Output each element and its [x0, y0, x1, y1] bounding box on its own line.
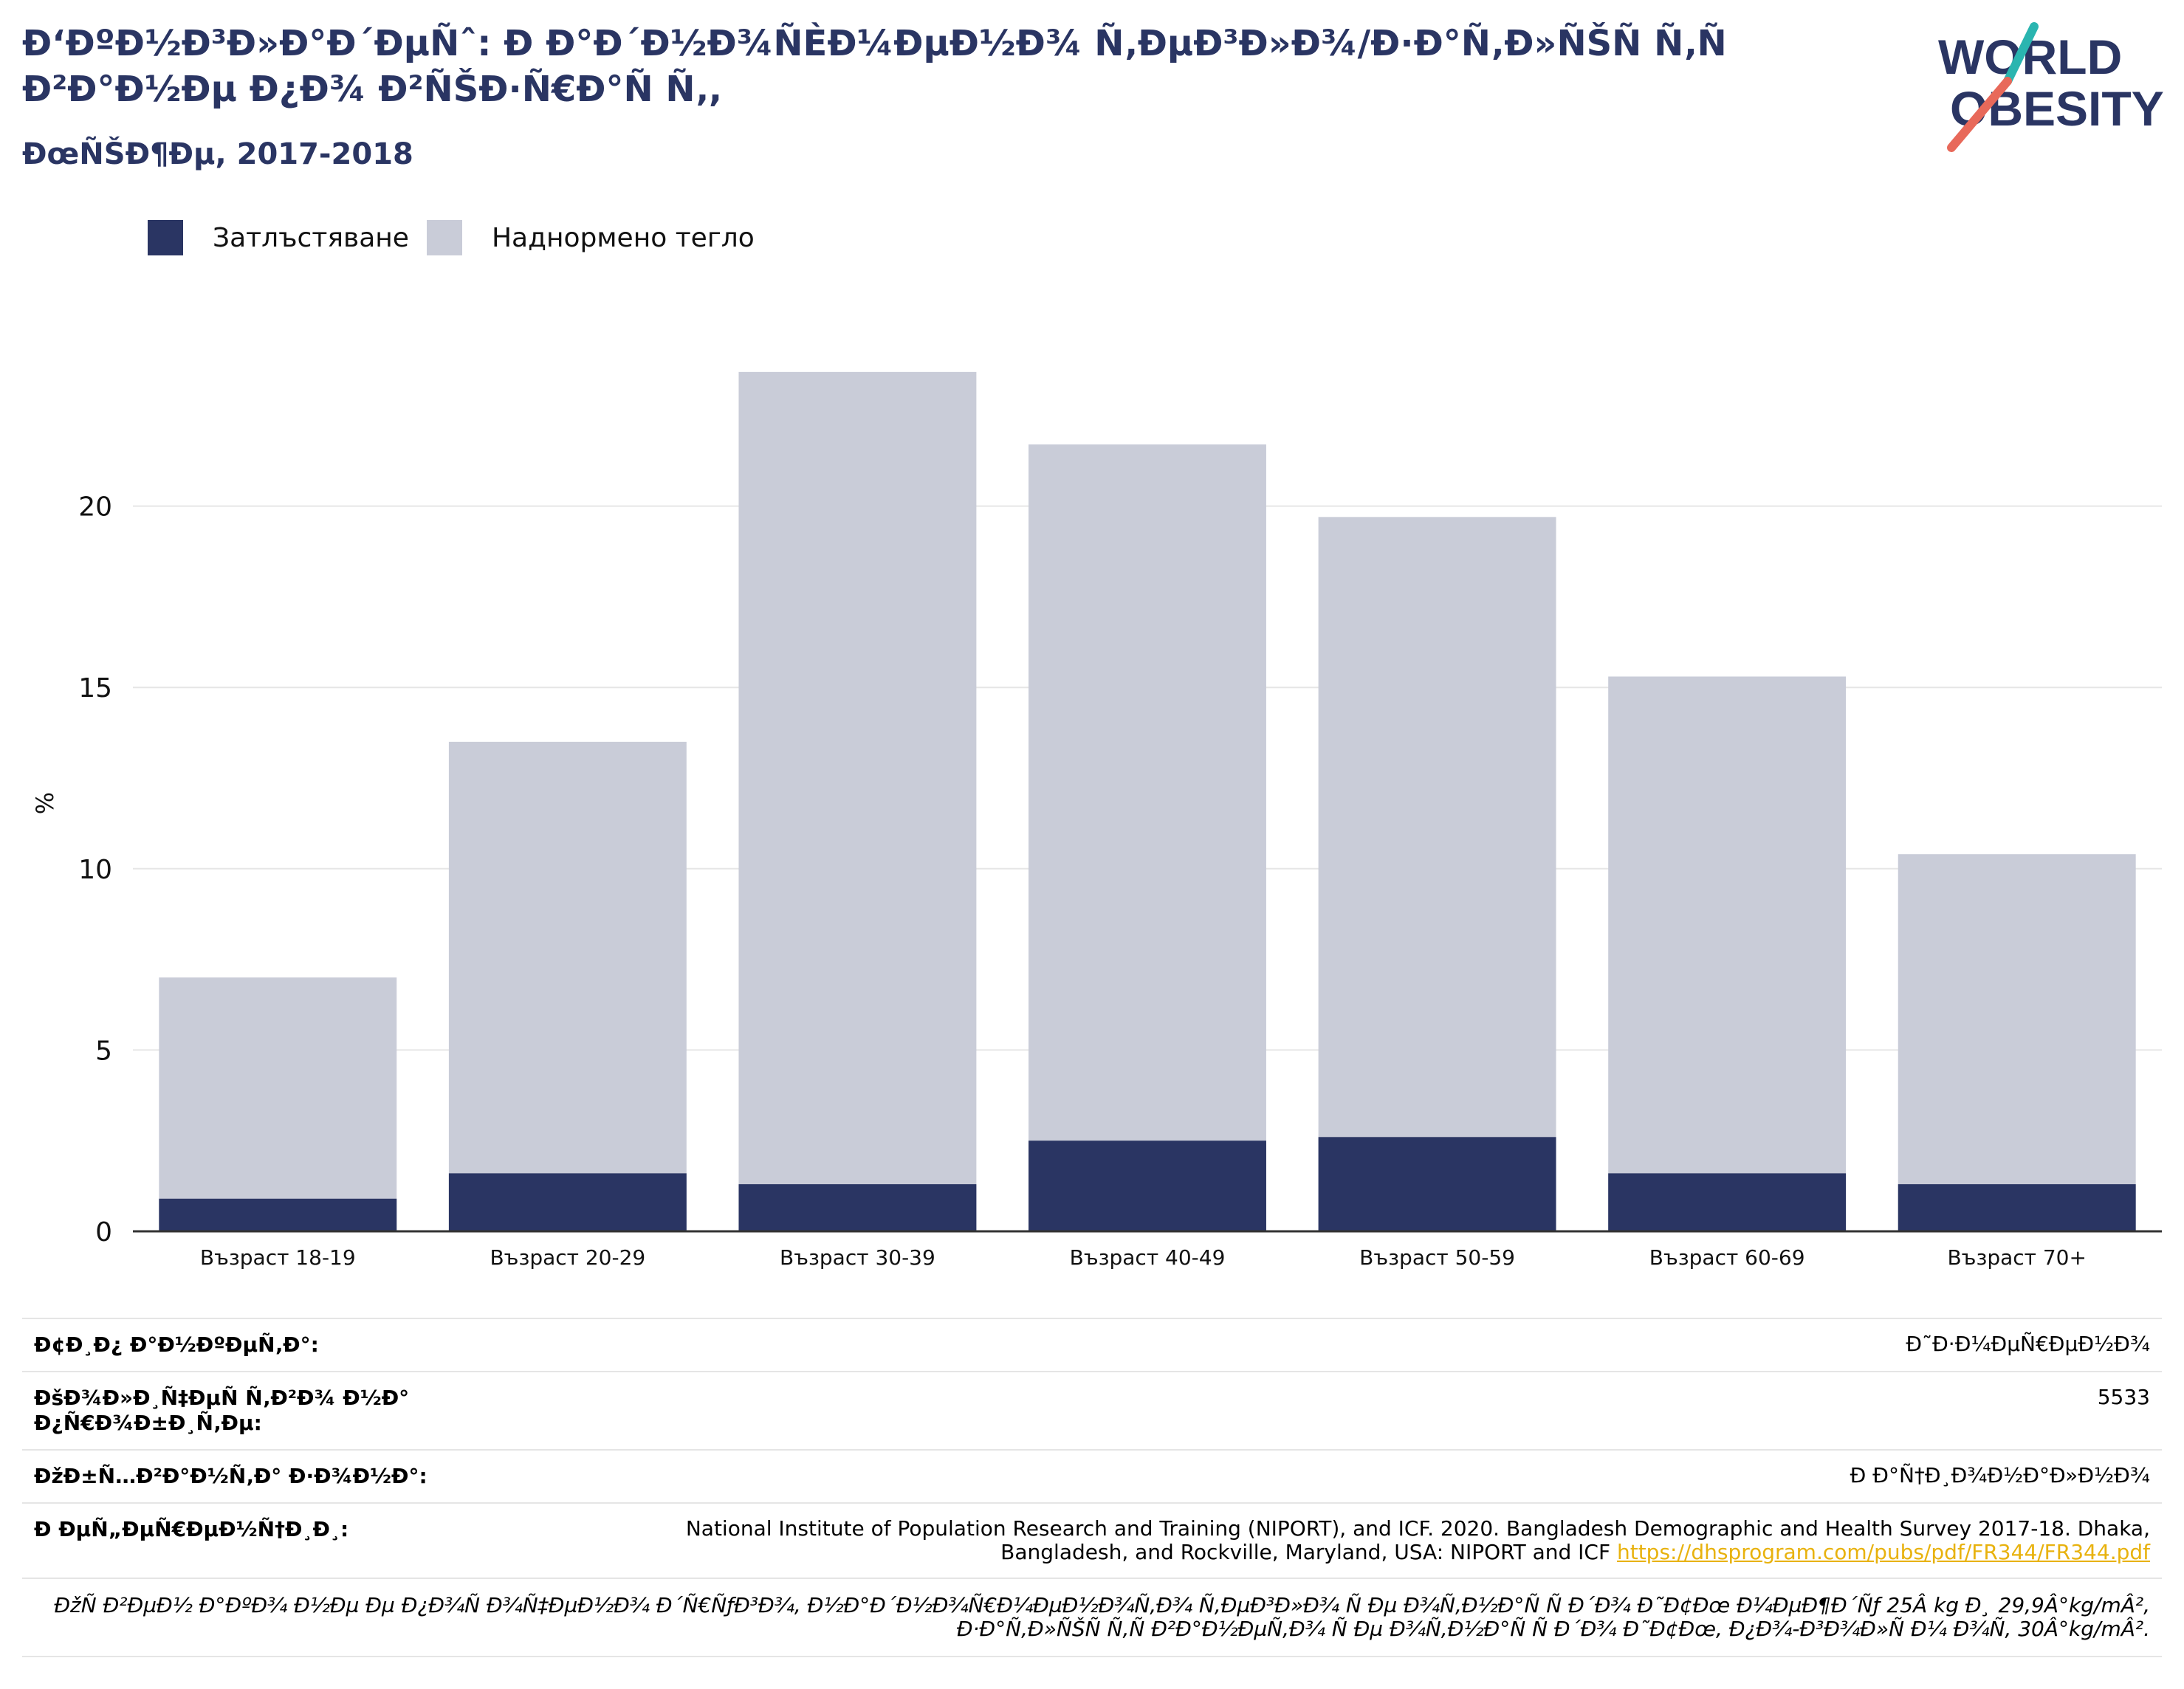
info-row-sample-size: ÐšÐ¾Ð»Ð¸Ñ‡ÐµÑ Ñ‚Ð²Ð¾ Ð½Ð° Ð¿Ñ€Ð¾Ð±Ð¸Ñ‚Ðµ… — [22, 1371, 2162, 1449]
bar-chart: 0 5 10 15 20% Възраст 18-19 Възраст 20-29 Възра… — [31, 371, 2162, 1270]
x-tick-label: Възраст 50-59 — [1359, 1245, 1515, 1270]
info-key: Ð¢Ð¸Ð¿ Ð°Ð½ÐºÐµÑ‚Ð°: — [34, 1332, 319, 1357]
info-key: ÐšÐ¾Ð»Ð¸Ñ‡ÐµÑ Ñ‚Ð²Ð¾ Ð½Ð° Ð¿Ñ€Ð¾Ð±Ð¸Ñ‚Ðµ… — [34, 1386, 410, 1435]
chart-title: Ð‘ÐºÐ½Ð³Ð»Ð°Ð´ÐµÑˆ: Ð Ð°Ð´Ð½Ð¾ÑЀÐ¼ÐµÐ½Ð¾… — [22, 23, 1727, 110]
y-tick-label: 10 — [78, 855, 112, 885]
bar-overweight — [1318, 517, 1556, 1231]
y-tick-label: 15 — [78, 673, 112, 704]
legend-label-overweight: Наднормено тегло — [491, 222, 755, 253]
x-tick-label: Възраст 20-29 — [490, 1245, 645, 1270]
bar-obesity — [1608, 1173, 1847, 1231]
bar-obesity — [1029, 1141, 1266, 1231]
bar-obesity — [738, 1184, 977, 1231]
bar-obesity — [1318, 1137, 1556, 1231]
survey-info-table: Ð¢Ð¸Ð¿ Ð°Ð½ÐºÐµÑ‚Ð°: Ð˜Ð·Ð¼ÐµÑ€ÐµÐ½Ð¾ Ðš… — [22, 1318, 2162, 1657]
info-value: Ð˜Ð·Ð¼ÐµÑ€ÐµÐ½Ð¾ — [1906, 1332, 2150, 1356]
x-tick-label: Възраст 18-19 — [200, 1245, 356, 1270]
chart-subtitle: ÐœÑŠÐ¶Ðµ, 2017-2018 — [22, 137, 413, 171]
footnote: ÐžÑ Ð²ÐµÐ½ Ð°ÐºÐ¾ Ð½Ðµ Ðµ Ð¿Ð¾Ñ Ð¾Ñ‡ÐµÐ½… — [22, 1578, 2162, 1657]
legend-label-obesity: Затлъстяване — [213, 222, 409, 253]
bar-overweight — [159, 977, 397, 1231]
x-tick-label: Възраст 70+ — [1947, 1245, 2087, 1270]
y-axis-label: % — [31, 792, 59, 814]
legend-swatch-overweight — [426, 220, 462, 255]
bar-overweight — [1029, 444, 1266, 1232]
logo-coral-stroke — [1947, 77, 2012, 152]
info-row-coverage: ÐžÐ±Ñ…Ð²Ð°Ð½Ñ‚Ð° Ð·Ð¾Ð½Ð°: Ð Ð°Ñ†Ð¸Ð¾Ð½Ð… — [22, 1449, 2162, 1502]
bar-overweight — [738, 371, 977, 1232]
bar-obesity — [159, 1198, 397, 1231]
bar-overweight — [1608, 676, 1847, 1231]
info-row-survey-type: Ð¢Ð¸Ð¿ Ð°Ð½ÐºÐµÑ‚Ð°: Ð˜Ð·Ð¼ÐµÑ€ÐµÐ½Ð¾ — [22, 1318, 2162, 1371]
y-tick-label: 20 — [78, 492, 112, 523]
info-key: ÐžÐ±Ñ…Ð²Ð°Ð½Ñ‚Ð° Ð·Ð¾Ð½Ð°: — [34, 1464, 427, 1488]
legend-swatch-obesity — [148, 220, 183, 255]
legend-item-overweight[interactable]: Наднормено тегло — [426, 220, 755, 255]
y-tick-label: 5 — [95, 1036, 112, 1066]
y-tick-label: 0 — [95, 1217, 112, 1248]
logo-teal-stroke — [2003, 22, 2039, 86]
info-value: 5533 — [2097, 1385, 2150, 1409]
legend: Затлъстяване Наднормено тегло — [148, 219, 772, 257]
info-value: National Institute of Population Researc… — [563, 1517, 2150, 1564]
bar-overweight — [448, 741, 687, 1231]
bar-obesity — [1898, 1184, 2136, 1231]
bar-obesity — [448, 1173, 687, 1231]
reference-text: National Institute of Population Researc… — [685, 1516, 2150, 1564]
info-value: Ð Ð°Ñ†Ð¸Ð¾Ð½Ð°Ð»Ð½Ð¾ — [1850, 1463, 2150, 1487]
x-tick-label: Възраст 60-69 — [1649, 1245, 1805, 1270]
reference-link[interactable]: https://dhsprogram.com/pubs/pdf/FR344/FR… — [1616, 1540, 2150, 1564]
x-tick-label: Възраст 30-39 — [780, 1245, 935, 1270]
legend-item-obesity[interactable]: Затлъстяване — [148, 220, 409, 255]
x-tick-label: Възраст 40-49 — [1070, 1245, 1226, 1270]
bar-overweight — [1898, 854, 2136, 1231]
info-key: Ð ÐµÑ„ÐµÑ€ÐµÐ½Ñ†Ð¸Ð¸: — [34, 1517, 349, 1541]
world-obesity-logo: WORLD OBESITY — [1931, 22, 2167, 155]
info-row-references: Ð ÐµÑ„ÐµÑ€ÐµÐ½Ñ†Ð¸Ð¸: National Institute… — [22, 1502, 2162, 1578]
